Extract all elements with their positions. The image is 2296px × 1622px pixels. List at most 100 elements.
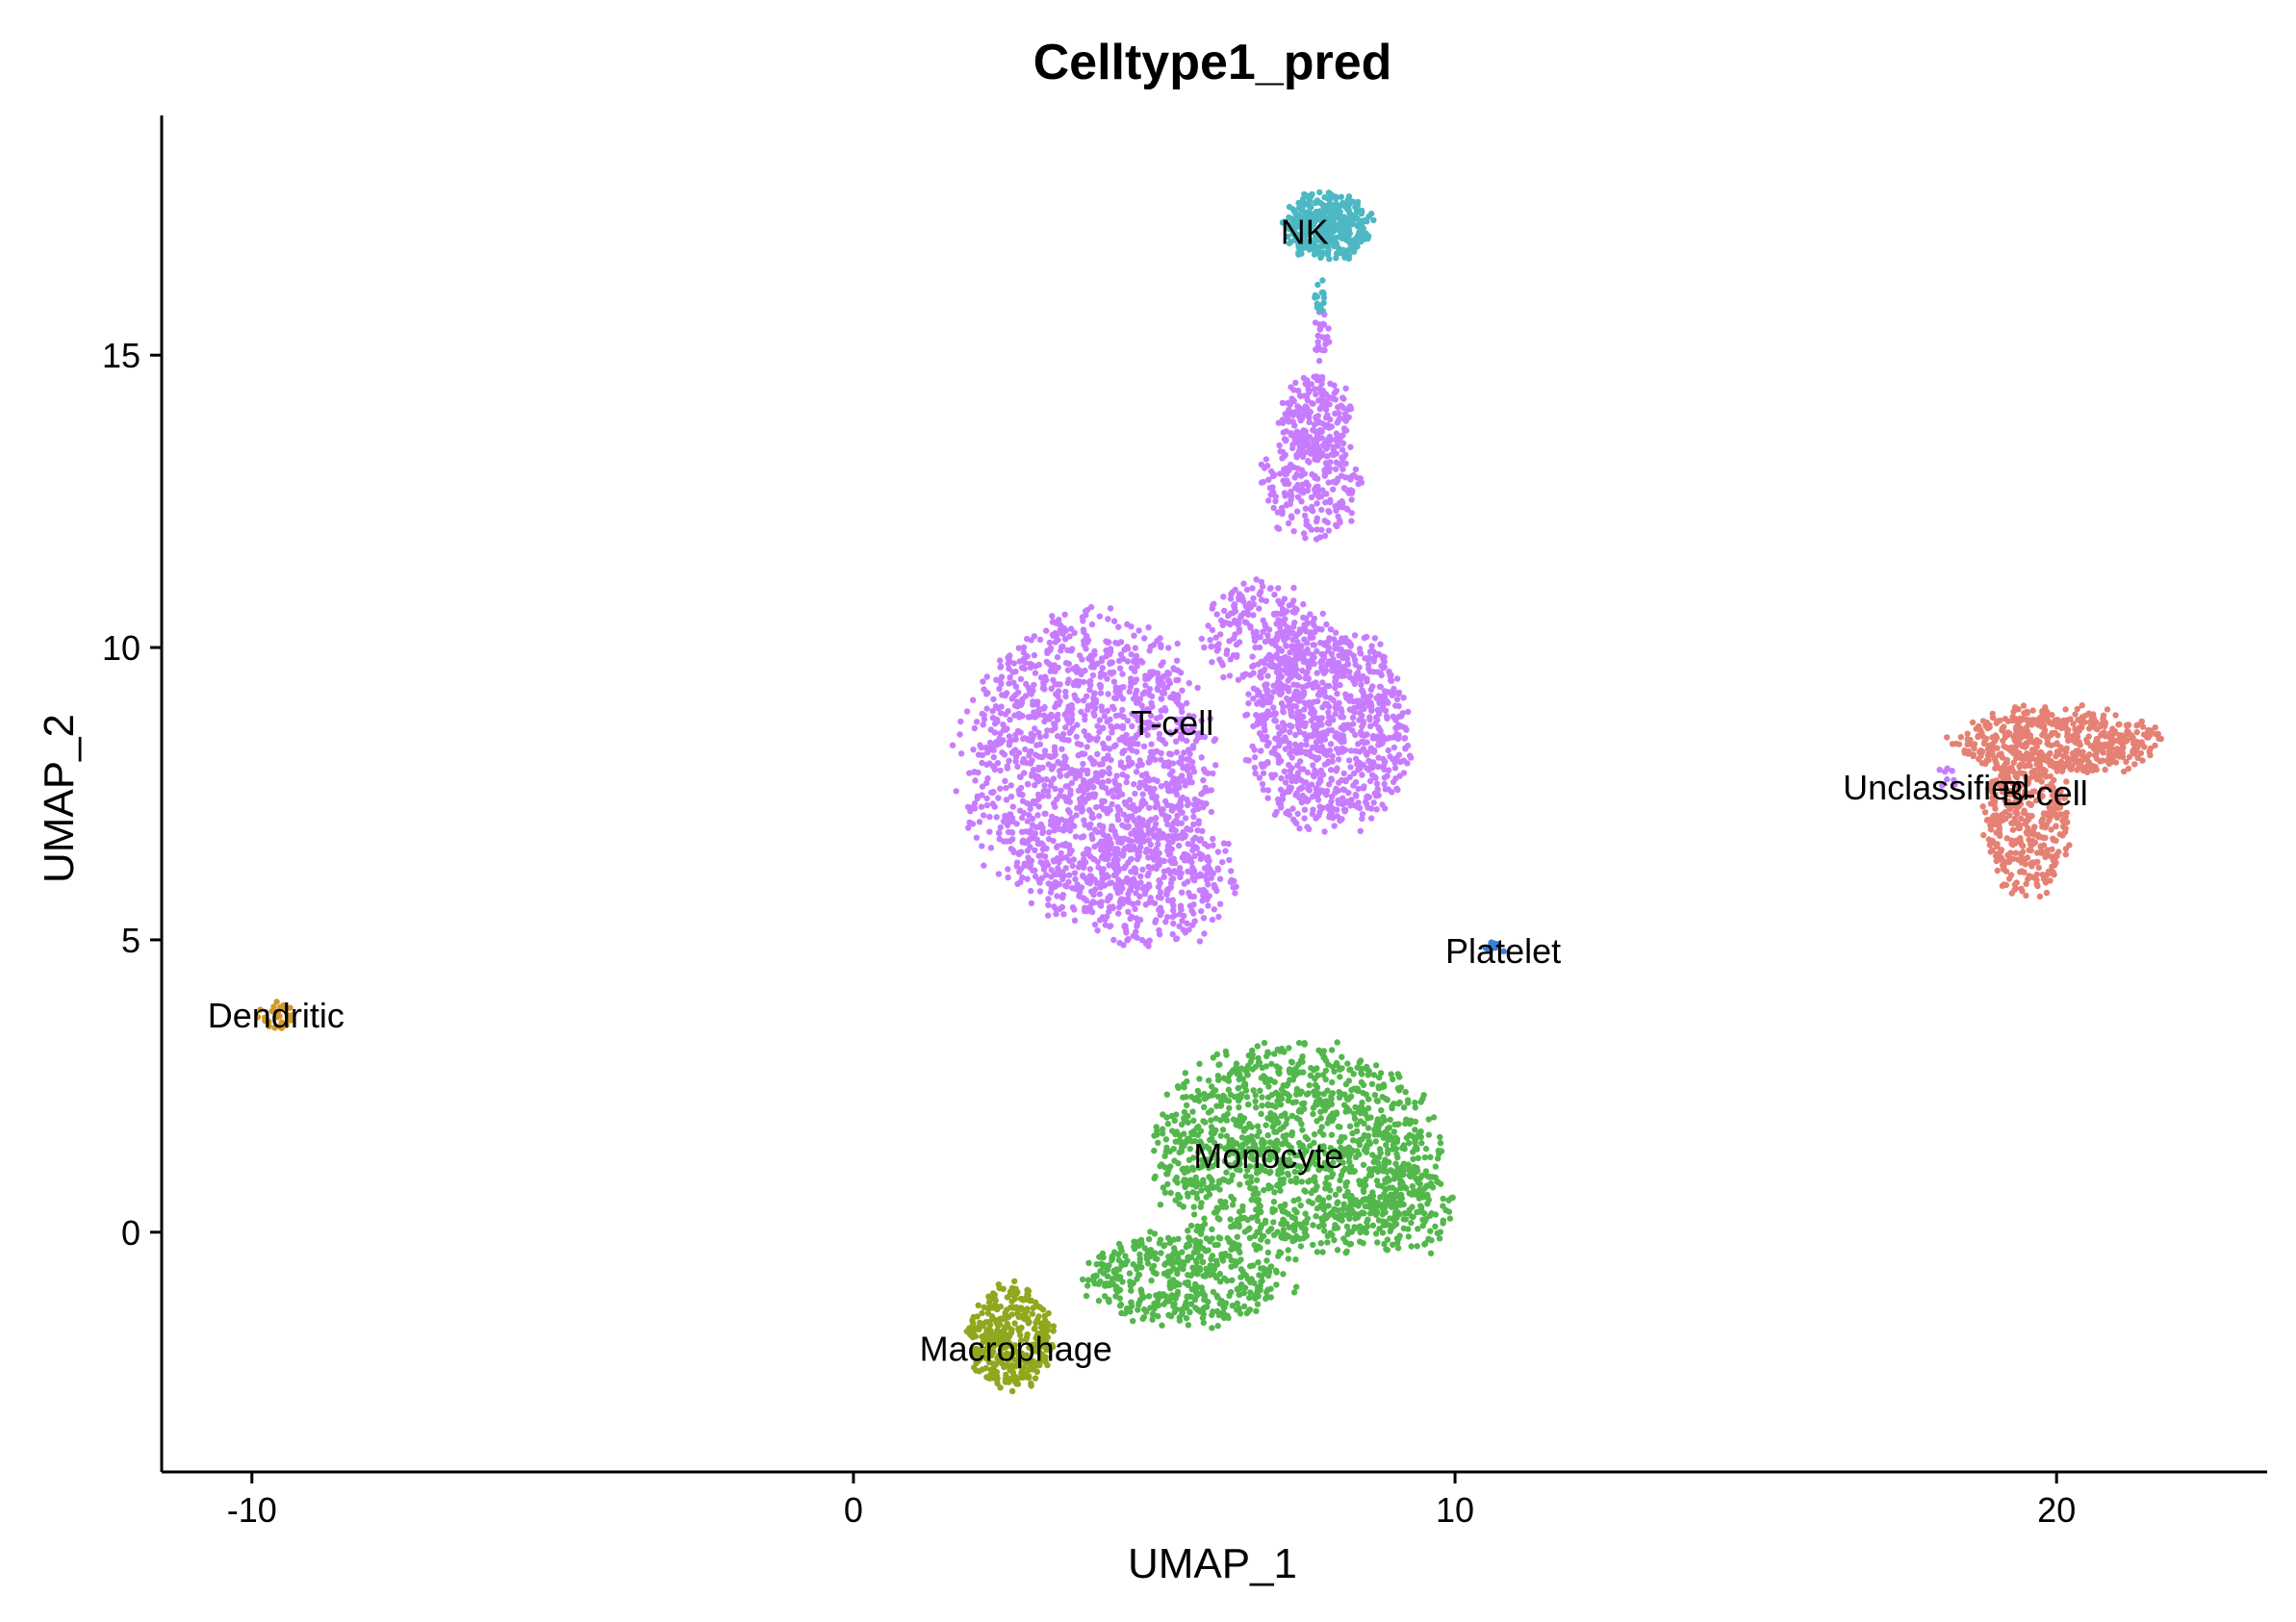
data-point [1322, 1076, 1329, 1083]
data-point [981, 862, 987, 869]
data-point [1186, 826, 1192, 833]
data-point [1253, 1307, 1260, 1315]
data-point [1395, 702, 1402, 710]
data-point [1031, 681, 1037, 689]
data-point [1121, 798, 1129, 806]
data-point [1084, 693, 1090, 699]
data-point [1333, 629, 1339, 636]
data-point [1336, 639, 1343, 646]
data-point [1288, 1059, 1296, 1066]
data-point [1153, 917, 1160, 924]
data-point [1147, 712, 1155, 720]
data-point [1170, 774, 1177, 782]
data-point [1149, 703, 1156, 710]
data-point [1275, 674, 1283, 682]
data-point [1340, 770, 1347, 777]
data-point [1012, 692, 1019, 698]
chart-title: Celltype1_pred [1033, 35, 1392, 90]
data-point [1236, 1223, 1242, 1230]
data-point [1181, 912, 1187, 920]
data-point [1052, 878, 1059, 886]
data-point [1195, 820, 1202, 827]
data-point [1331, 636, 1338, 643]
data-point [1088, 888, 1095, 895]
data-point [1280, 1271, 1287, 1278]
data-point [1249, 663, 1256, 671]
data-point [1109, 800, 1115, 808]
data-point [1226, 856, 1233, 864]
data-point [1107, 660, 1113, 668]
data-point [1298, 467, 1306, 473]
data-point [1190, 1128, 1198, 1135]
data-point [1074, 804, 1081, 812]
data-point [1176, 784, 1183, 791]
data-point [1382, 707, 1390, 714]
data-point [1377, 641, 1384, 647]
data-point [1131, 632, 1137, 639]
data-point [1250, 1087, 1257, 1094]
data-point [1164, 821, 1171, 828]
data-point [1313, 536, 1320, 543]
data-point [1169, 760, 1177, 767]
data-point [1378, 663, 1385, 670]
data-point [1388, 1167, 1394, 1174]
data-point [1139, 791, 1146, 798]
data-point [1156, 730, 1163, 738]
data-point [1288, 712, 1295, 720]
data-point [1311, 660, 1317, 668]
data-point [1147, 895, 1154, 901]
data-point [1277, 680, 1285, 688]
data-point [1102, 785, 1110, 792]
data-point [1123, 929, 1130, 936]
data-point [1173, 727, 1180, 734]
data-point [1040, 788, 1047, 795]
data-point [1245, 699, 1252, 707]
data-point [1236, 594, 1242, 601]
data-point [1319, 452, 1326, 459]
data-point [1311, 709, 1318, 716]
data-point [1342, 385, 1349, 392]
data-point [1106, 903, 1113, 911]
data-point [1100, 769, 1108, 775]
data-point [1261, 1186, 1267, 1194]
data-point [1097, 1278, 1104, 1285]
data-point [1285, 1210, 1291, 1218]
data-point [1321, 828, 1328, 835]
data-point [1021, 665, 1029, 672]
data-point [1386, 668, 1392, 675]
data-point [1034, 698, 1041, 705]
data-point [1369, 760, 1376, 768]
data-point [1229, 1068, 1236, 1076]
data-point [1128, 855, 1135, 862]
data-point [1048, 685, 1055, 692]
data-point [1100, 724, 1107, 731]
data-point [981, 686, 987, 693]
data-point [1008, 782, 1014, 789]
data-point [1110, 695, 1118, 701]
data-point [1079, 808, 1085, 815]
data-point [1173, 716, 1180, 722]
data-point [1096, 728, 1103, 735]
data-point [1109, 703, 1116, 710]
data-point [1029, 822, 1036, 828]
data-point [1049, 727, 1056, 734]
data-point [1034, 812, 1041, 819]
data-point [1006, 665, 1012, 672]
data-point [1036, 879, 1043, 886]
data-point [1290, 584, 1297, 592]
data-point [1279, 1206, 1286, 1214]
data-point [1165, 671, 1173, 677]
data-point [1311, 441, 1318, 447]
data-point [1191, 1096, 1198, 1103]
data-point [979, 792, 985, 798]
data-point [1372, 1062, 1380, 1069]
data-point [1017, 675, 1025, 682]
data-point [996, 657, 1004, 664]
data-point [1150, 854, 1157, 861]
data-point [1080, 873, 1086, 880]
data-point [1317, 659, 1324, 666]
data-point [1007, 652, 1013, 659]
data-point [1012, 736, 1019, 743]
data-point [993, 814, 1000, 821]
data-point [1369, 1189, 1376, 1196]
